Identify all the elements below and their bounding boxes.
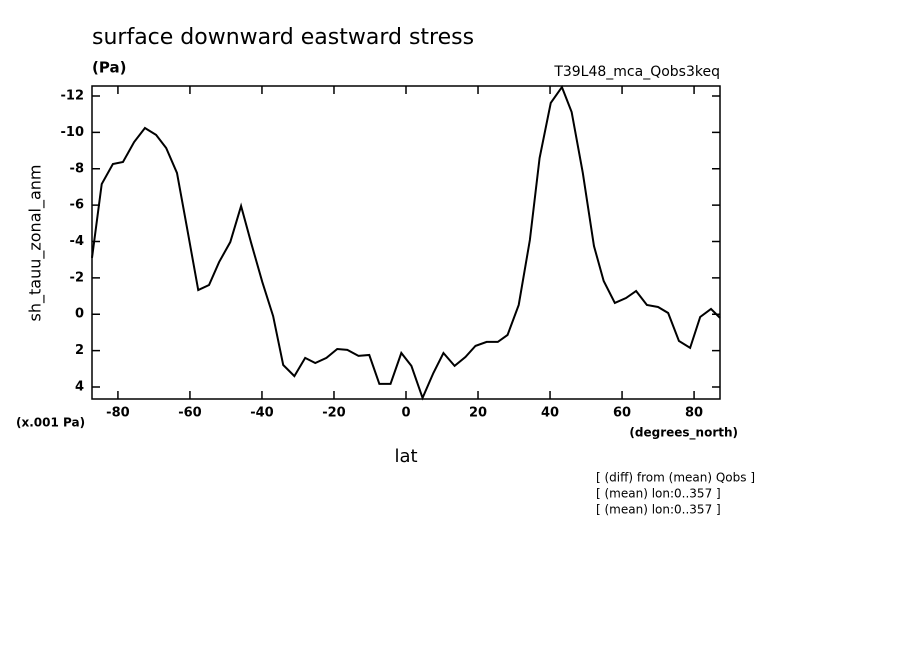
y-axis-label: sh_tauu_zonal_anm xyxy=(26,165,46,322)
y-tick-label: 0 xyxy=(75,307,84,322)
data-line xyxy=(91,84,721,401)
plot-frame xyxy=(91,85,721,400)
y-tick-label: 2 xyxy=(75,343,84,358)
y-tick-label: -2 xyxy=(70,270,84,285)
x-tick-label: 0 xyxy=(401,406,410,421)
y-tick-label: -6 xyxy=(70,198,84,213)
y-tick-label: -10 xyxy=(61,125,85,140)
x-tick-label: 40 xyxy=(541,406,559,421)
annotation: [ (mean) lon:0..357 ] xyxy=(596,487,721,501)
y-tick-label: -12 xyxy=(61,89,85,104)
x-tick-label: -20 xyxy=(322,406,346,421)
y-tick-label: 4 xyxy=(75,379,84,394)
x-axis-label: lat xyxy=(394,446,417,467)
y-unit: (x.001 Pa) xyxy=(16,416,85,430)
y-tick-label: -4 xyxy=(70,234,84,249)
x-tick-label: -80 xyxy=(106,406,130,421)
annotation: [ (mean) lon:0..357 ] xyxy=(596,503,721,517)
x-unit: (degrees_north) xyxy=(629,426,738,441)
x-tick-label: 60 xyxy=(613,406,631,421)
x-tick-label: 20 xyxy=(469,406,487,421)
chart-subtitle: (Pa) xyxy=(92,59,126,77)
run-label: T39L48_mca_Qobs3keq xyxy=(553,64,720,80)
annotation: [ (diff) from (mean) Qobs ] xyxy=(596,471,755,485)
x-tick-label: -60 xyxy=(178,406,202,421)
y-tick-label: -8 xyxy=(70,161,84,176)
x-tick-label: -40 xyxy=(250,406,274,421)
chart-title: surface downward eastward stress xyxy=(92,25,474,50)
x-tick-label: 80 xyxy=(685,406,703,421)
